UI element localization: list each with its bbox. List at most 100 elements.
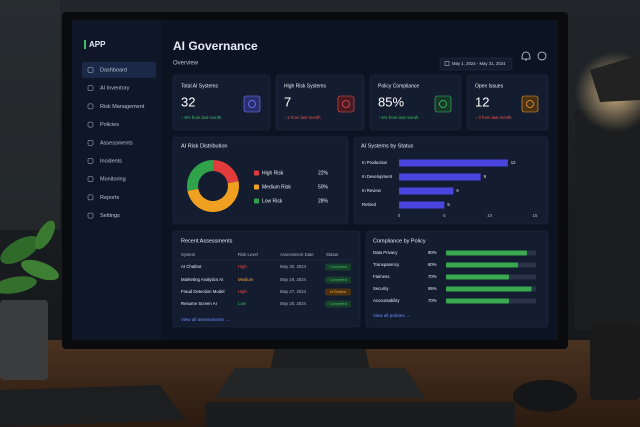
- kpi-icon-glyph: [439, 100, 447, 108]
- bar: [399, 187, 454, 195]
- card-title: AI Systems by Status: [361, 143, 414, 149]
- mug: [590, 325, 640, 400]
- status-badge: [325, 300, 351, 308]
- donut-segment: [213, 160, 239, 184]
- kpi-icon: [337, 95, 355, 113]
- view-all-link[interactable]: View all policies →: [373, 313, 410, 318]
- bar: [446, 274, 509, 280]
- x-tick-label: 0: [398, 213, 401, 218]
- nav-icon: [87, 140, 94, 146]
- bar: [399, 159, 508, 167]
- nav-icon: [87, 121, 94, 128]
- value-label: 70%: [428, 274, 437, 279]
- cell: Fraud Detection Model: [181, 289, 225, 294]
- cell: May 30, 2024: [280, 264, 307, 269]
- nav-item[interactable]: Dashboard: [100, 67, 127, 73]
- bell-icon[interactable]: [521, 51, 531, 61]
- column-header: System: [181, 252, 196, 257]
- status-badge: [325, 263, 351, 271]
- value-label: 28%: [318, 198, 329, 204]
- x-tick-label: 15: [532, 213, 538, 218]
- nav-icon: [87, 176, 94, 182]
- kpi-card: [275, 74, 365, 131]
- x-tick-label: 10: [487, 213, 493, 218]
- value-label: 90%: [428, 250, 437, 255]
- kpi-icon-glyph: [248, 100, 256, 108]
- risk-card: [172, 136, 349, 225]
- nav-icon: [87, 103, 94, 110]
- value-label: 70%: [428, 298, 437, 303]
- kpi-title: Policy Compliance: [378, 83, 419, 89]
- kpi-change: ↓ 3 from last month: [475, 115, 512, 120]
- cell: May 29, 2024: [280, 277, 307, 282]
- legend-label: Medium Risk: [262, 184, 291, 190]
- cell: In Review: [330, 290, 346, 294]
- card-title: AI Risk Distribution: [181, 143, 227, 149]
- lamp: [590, 55, 640, 102]
- category-label: In Review: [362, 188, 382, 193]
- nav-item[interactable]: Monitoring: [100, 177, 126, 183]
- cell: Completed: [329, 278, 346, 282]
- kpi-value: 12: [475, 94, 489, 109]
- nav-item[interactable]: Reports: [100, 195, 120, 201]
- value-label: 5: [447, 202, 450, 207]
- nav-icon: [87, 85, 94, 91]
- cell: Completed: [329, 265, 346, 269]
- bar: [399, 201, 445, 209]
- cell: Low: [238, 301, 247, 306]
- notebook: [0, 385, 185, 427]
- category-label: Transparency: [373, 262, 400, 267]
- calendar-icon: [444, 61, 450, 66]
- legend-label: High Risk: [262, 170, 284, 176]
- x-tick-label: 5: [443, 213, 446, 218]
- kpi-value: 32: [181, 94, 195, 109]
- legend-swatch: [254, 170, 259, 176]
- window: [0, 0, 60, 230]
- nav-icon: [87, 212, 94, 219]
- column-header: Status: [326, 252, 338, 257]
- value-label: 6: [456, 188, 459, 193]
- date-picker[interactable]: [439, 57, 513, 71]
- value-label: 9: [484, 174, 487, 179]
- user-icon[interactable]: [537, 51, 547, 61]
- bar: [446, 262, 518, 268]
- assessments-card: [172, 230, 361, 328]
- value-label: 50%: [318, 184, 329, 190]
- page-subtitle: Overview: [173, 61, 199, 67]
- kpi-icon: [243, 95, 261, 113]
- date-range[interactable]: May 1, 2024 - May 31, 2024: [452, 61, 506, 66]
- cell: May 25, 2024: [280, 301, 307, 306]
- kpi-change: ↑ 2 from last month: [284, 115, 321, 120]
- kpi-icon-glyph: [526, 100, 534, 108]
- kpi-card: [466, 74, 549, 131]
- cell: AI Chatbot: [181, 264, 202, 269]
- kpi-change: ↑ 8% from last month: [181, 115, 222, 120]
- nav-item[interactable]: AI Inventory: [100, 86, 130, 92]
- value-label: 12: [511, 160, 516, 165]
- donut-segment: [186, 160, 213, 191]
- legend-label: Low Risk: [262, 198, 283, 204]
- monitor-neck: [270, 345, 370, 372]
- kpi-icon: [434, 95, 452, 113]
- nav-item[interactable]: Incidents: [100, 158, 122, 164]
- value-label: 80%: [428, 262, 437, 267]
- keyboard: [205, 402, 515, 427]
- kpi-card: [369, 74, 462, 131]
- category-label: Fairness: [373, 274, 389, 279]
- cell: May 27, 2024: [280, 289, 307, 294]
- cell: High: [238, 264, 247, 269]
- nav-item[interactable]: Settings: [100, 213, 120, 219]
- kpi-change: ↑ 5% from last month: [378, 115, 419, 120]
- cell: Medium: [238, 277, 254, 282]
- logo: APP: [89, 40, 106, 49]
- nav-item[interactable]: Assessments: [100, 140, 133, 146]
- monitor-base: [215, 368, 425, 398]
- view-all-link[interactable]: View all assessments →: [181, 317, 230, 322]
- value-label: 22%: [318, 170, 329, 176]
- nav-item[interactable]: Risk Management: [100, 104, 145, 110]
- cell: Marketing Analytics AI: [181, 277, 223, 282]
- nav-item[interactable]: Policies: [100, 122, 119, 128]
- kpi-icon: [521, 95, 539, 113]
- bar: [399, 173, 481, 181]
- legend-swatch: [254, 184, 259, 190]
